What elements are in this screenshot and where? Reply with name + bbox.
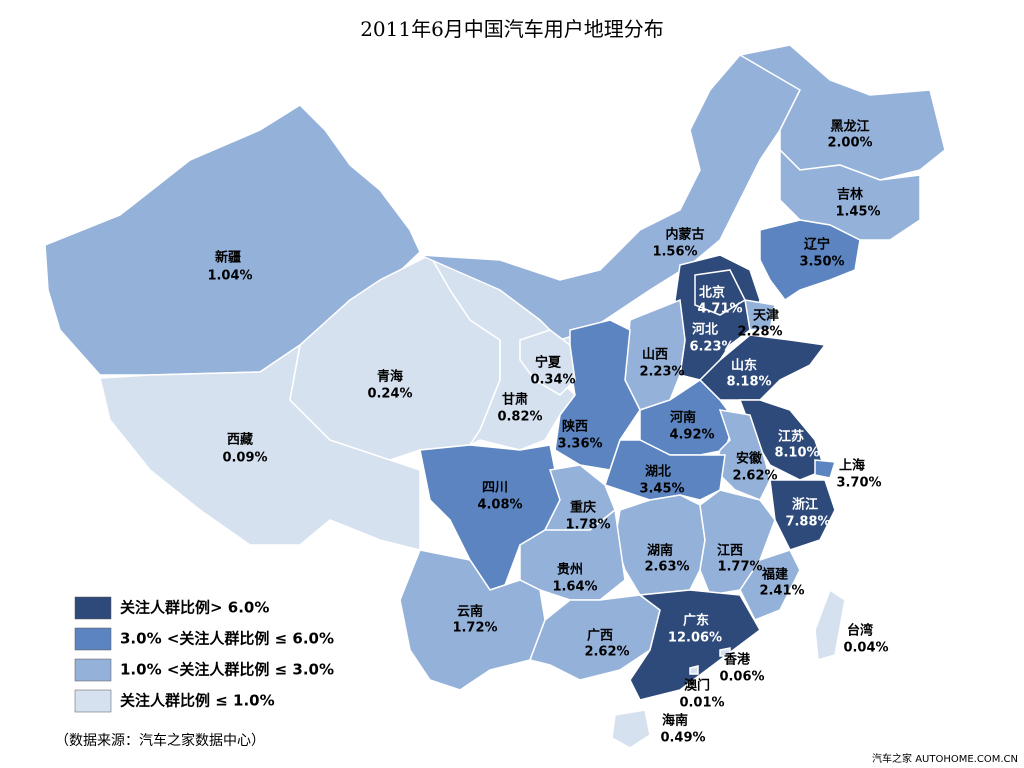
province-name: 西藏 bbox=[227, 432, 253, 448]
province-name: 天津 bbox=[753, 308, 779, 324]
province bbox=[737, 44, 946, 181]
province bbox=[694, 269, 746, 316]
province-value: 8.18% bbox=[726, 375, 771, 390]
province-name: 福建 bbox=[761, 567, 788, 583]
province-name: 甘肃 bbox=[502, 392, 528, 408]
province-name: 新疆 bbox=[215, 250, 241, 266]
province-name: 澳门 bbox=[684, 678, 710, 694]
province-value: 0.01% bbox=[679, 696, 724, 711]
province-name: 青海 bbox=[377, 369, 403, 385]
province-name: 陕西 bbox=[562, 419, 588, 435]
province-name: 北京 bbox=[699, 285, 725, 301]
province-name: 广西 bbox=[587, 628, 613, 644]
province-value: 4.92% bbox=[669, 428, 714, 443]
legend-swatch bbox=[74, 689, 112, 713]
legend-swatch bbox=[74, 596, 112, 620]
source-note: （数据来源：汽车之家数据中心） bbox=[55, 732, 265, 749]
province-value: 4.08% bbox=[477, 498, 522, 513]
province-name: 重庆 bbox=[570, 500, 596, 516]
province-name: 河南 bbox=[670, 410, 696, 426]
province-value: 0.24% bbox=[367, 387, 412, 402]
province-value: 1.77% bbox=[717, 560, 762, 575]
province-value: 0.09% bbox=[222, 451, 267, 466]
province-value: 2.62% bbox=[584, 645, 629, 660]
province-name: 香港 bbox=[723, 652, 751, 668]
province-value: 2.00% bbox=[827, 136, 872, 151]
province bbox=[769, 479, 836, 551]
province-value: 1.45% bbox=[835, 205, 880, 220]
province-value: 1.56% bbox=[652, 245, 697, 260]
province-value: 2.63% bbox=[644, 560, 689, 575]
province-value: 1.64% bbox=[552, 580, 597, 595]
province-value: 1.78% bbox=[565, 518, 610, 533]
province-name: 贵州 bbox=[557, 562, 583, 578]
province-value: 2.28% bbox=[737, 325, 782, 340]
map-title: 2011年6月中国汽车用户地理分布 bbox=[360, 17, 664, 41]
province bbox=[744, 299, 776, 331]
legend-swatch bbox=[74, 658, 112, 682]
legend-label: 3.0% <关注人群比例 ≤ 6.0% bbox=[120, 630, 334, 648]
province-name: 吉林 bbox=[837, 187, 863, 203]
province-name: 四川 bbox=[482, 481, 508, 496]
province bbox=[814, 588, 846, 661]
province-name: 湖南 bbox=[647, 543, 673, 559]
province bbox=[689, 665, 699, 675]
province bbox=[739, 549, 801, 621]
legend-label: 关注人群比例> 6.0% bbox=[120, 599, 269, 617]
watermark: 汽车之家 AUTOHOME.COM.CN bbox=[872, 752, 1018, 765]
province-name: 河北 bbox=[692, 322, 718, 338]
legend-swatch bbox=[74, 627, 112, 651]
province-name: 黑龙江 bbox=[830, 119, 869, 135]
province-name: 山东 bbox=[731, 358, 757, 374]
province-name: 江苏 bbox=[778, 429, 804, 445]
province-value: 6.23% bbox=[689, 340, 734, 355]
province bbox=[719, 647, 731, 657]
province-name: 安徽 bbox=[736, 451, 763, 467]
province-name: 台湾 bbox=[847, 623, 873, 639]
province-name: 海南 bbox=[662, 713, 688, 729]
province bbox=[759, 219, 861, 302]
province-value: 0.04% bbox=[843, 641, 888, 656]
province bbox=[814, 459, 836, 479]
province-value: 4.71% bbox=[697, 302, 742, 317]
province-name: 辽宁 bbox=[804, 237, 830, 253]
legend: 关注人群比例> 6.0% 3.0% <关注人群比例 ≤ 6.0% 1.0% <关注人… bbox=[74, 596, 334, 713]
province-value: 3.36% bbox=[557, 437, 602, 452]
province bbox=[714, 409, 771, 501]
province-value: 0.49% bbox=[660, 731, 705, 746]
legend-label: 关注人群比例 ≤ 1.0% bbox=[120, 692, 275, 710]
province-value: 7.88% bbox=[785, 515, 830, 530]
province-value: 0.82% bbox=[497, 410, 542, 425]
province bbox=[779, 148, 921, 241]
province-value: 8.10% bbox=[774, 446, 819, 461]
province-value: 12.06% bbox=[668, 631, 722, 646]
province-value: 3.50% bbox=[799, 255, 844, 270]
province bbox=[611, 709, 651, 749]
province-value: 2.23% bbox=[639, 365, 684, 380]
province-value: 2.62% bbox=[732, 469, 777, 484]
province-value: 1.04% bbox=[207, 269, 252, 284]
provinces bbox=[44, 44, 946, 749]
province-name: 广东 bbox=[683, 613, 709, 629]
province bbox=[519, 329, 576, 396]
province bbox=[629, 589, 761, 701]
province-name: 上海 bbox=[839, 458, 865, 474]
province-name: 山西 bbox=[642, 347, 668, 363]
province-name: 江西 bbox=[717, 543, 743, 559]
province-name: 宁夏 bbox=[535, 355, 562, 371]
province-value: 3.70% bbox=[836, 476, 881, 491]
province-value: 0.06% bbox=[719, 670, 764, 685]
province-name: 湖北 bbox=[645, 465, 671, 480]
province-value: 2.41% bbox=[759, 584, 804, 599]
province-name: 内蒙古 bbox=[665, 227, 704, 243]
legend-label: 1.0% <关注人群比例 ≤ 3.0% bbox=[120, 661, 334, 679]
province-value: 1.72% bbox=[452, 621, 497, 636]
province-name: 浙江 bbox=[792, 497, 818, 513]
province-name: 云南 bbox=[457, 604, 483, 620]
province-value: 3.45% bbox=[639, 482, 684, 497]
province-labels: 新疆1.04%西藏0.09%青海0.24% 甘肃0.82%内蒙古1.56%黑龙江2… bbox=[207, 119, 888, 746]
province-value: 0.34% bbox=[530, 373, 575, 388]
